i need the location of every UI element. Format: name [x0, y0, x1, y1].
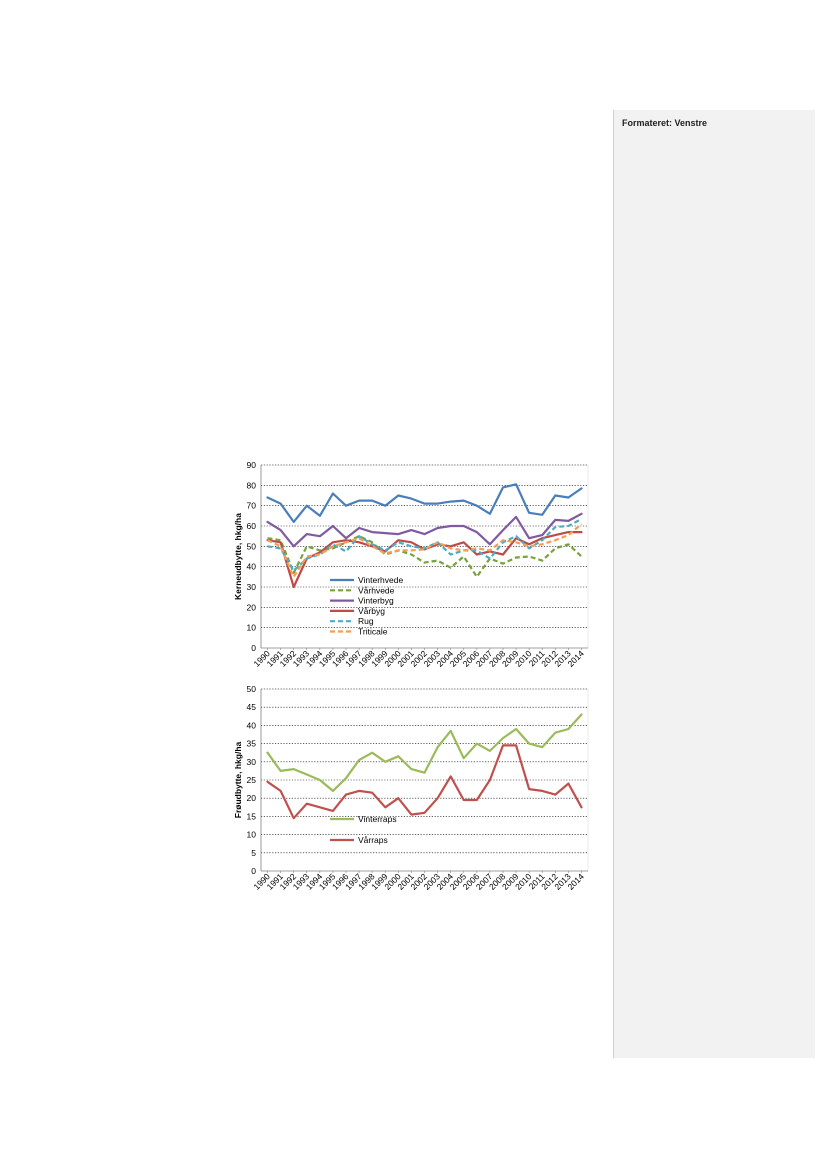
- comment-pane-divider: [613, 110, 614, 1058]
- y-tick-label: 10: [247, 623, 257, 633]
- y-tick-label: 10: [247, 830, 257, 840]
- y-tick-label: 50: [247, 541, 257, 551]
- y-tick-label: 30: [247, 582, 257, 592]
- series-line-vinterhvede: [266, 483, 583, 524]
- y-tick-label: 60: [247, 521, 257, 531]
- chart-2: 0510152025303540455019901991199219931994…: [233, 684, 589, 892]
- y-tick-label: 90: [247, 460, 257, 470]
- legend-label: Vinterraps: [358, 814, 397, 824]
- legend-label: Vinterbyg: [358, 596, 394, 606]
- y-tick-label: 20: [247, 793, 257, 803]
- y-tick-label: 25: [247, 775, 257, 785]
- y-axis-title: Kerneudbytte, hkg/ha: [233, 513, 243, 600]
- legend-label: Rug: [358, 616, 374, 626]
- series-line-vårhvede: [267, 535, 583, 578]
- y-axis-title: Frøudbytte, hkg/ha: [233, 741, 243, 818]
- y-tick-label: 50: [247, 684, 257, 694]
- legend-label: Vårhvede: [358, 585, 395, 595]
- legend-label: Vinterhvede: [358, 575, 403, 585]
- y-tick-label: 5: [251, 848, 256, 858]
- comment-label: Formateret: Venstre: [622, 118, 708, 128]
- legend-label: Vårraps: [358, 835, 388, 845]
- y-tick-label: 70: [247, 501, 257, 511]
- y-tick-label: 30: [247, 757, 257, 767]
- y-tick-label: 0: [251, 643, 256, 653]
- series-line-vinterbyg: [266, 512, 583, 548]
- y-tick-label: 40: [247, 562, 257, 572]
- series-line-vårbyg: [266, 530, 583, 589]
- legend-label: Vårbyg: [358, 606, 385, 616]
- y-tick-label: 20: [247, 602, 257, 612]
- comment-pane: Formateret: Venstre: [614, 110, 815, 1058]
- y-tick-label: 80: [247, 480, 257, 490]
- y-tick-label: 45: [247, 702, 257, 712]
- y-tick-label: 15: [247, 811, 257, 821]
- y-tick-label: 0: [251, 866, 256, 876]
- legend-label: Triticale: [358, 627, 388, 637]
- chart-1: 0102030405060708090199019911992199319941…: [233, 460, 589, 669]
- y-tick-label: 40: [247, 720, 257, 730]
- series-line-vårraps: [266, 744, 583, 820]
- series-line-rug: [267, 517, 583, 572]
- series-line-vinterraps: [266, 713, 583, 793]
- y-tick-label: 35: [247, 739, 257, 749]
